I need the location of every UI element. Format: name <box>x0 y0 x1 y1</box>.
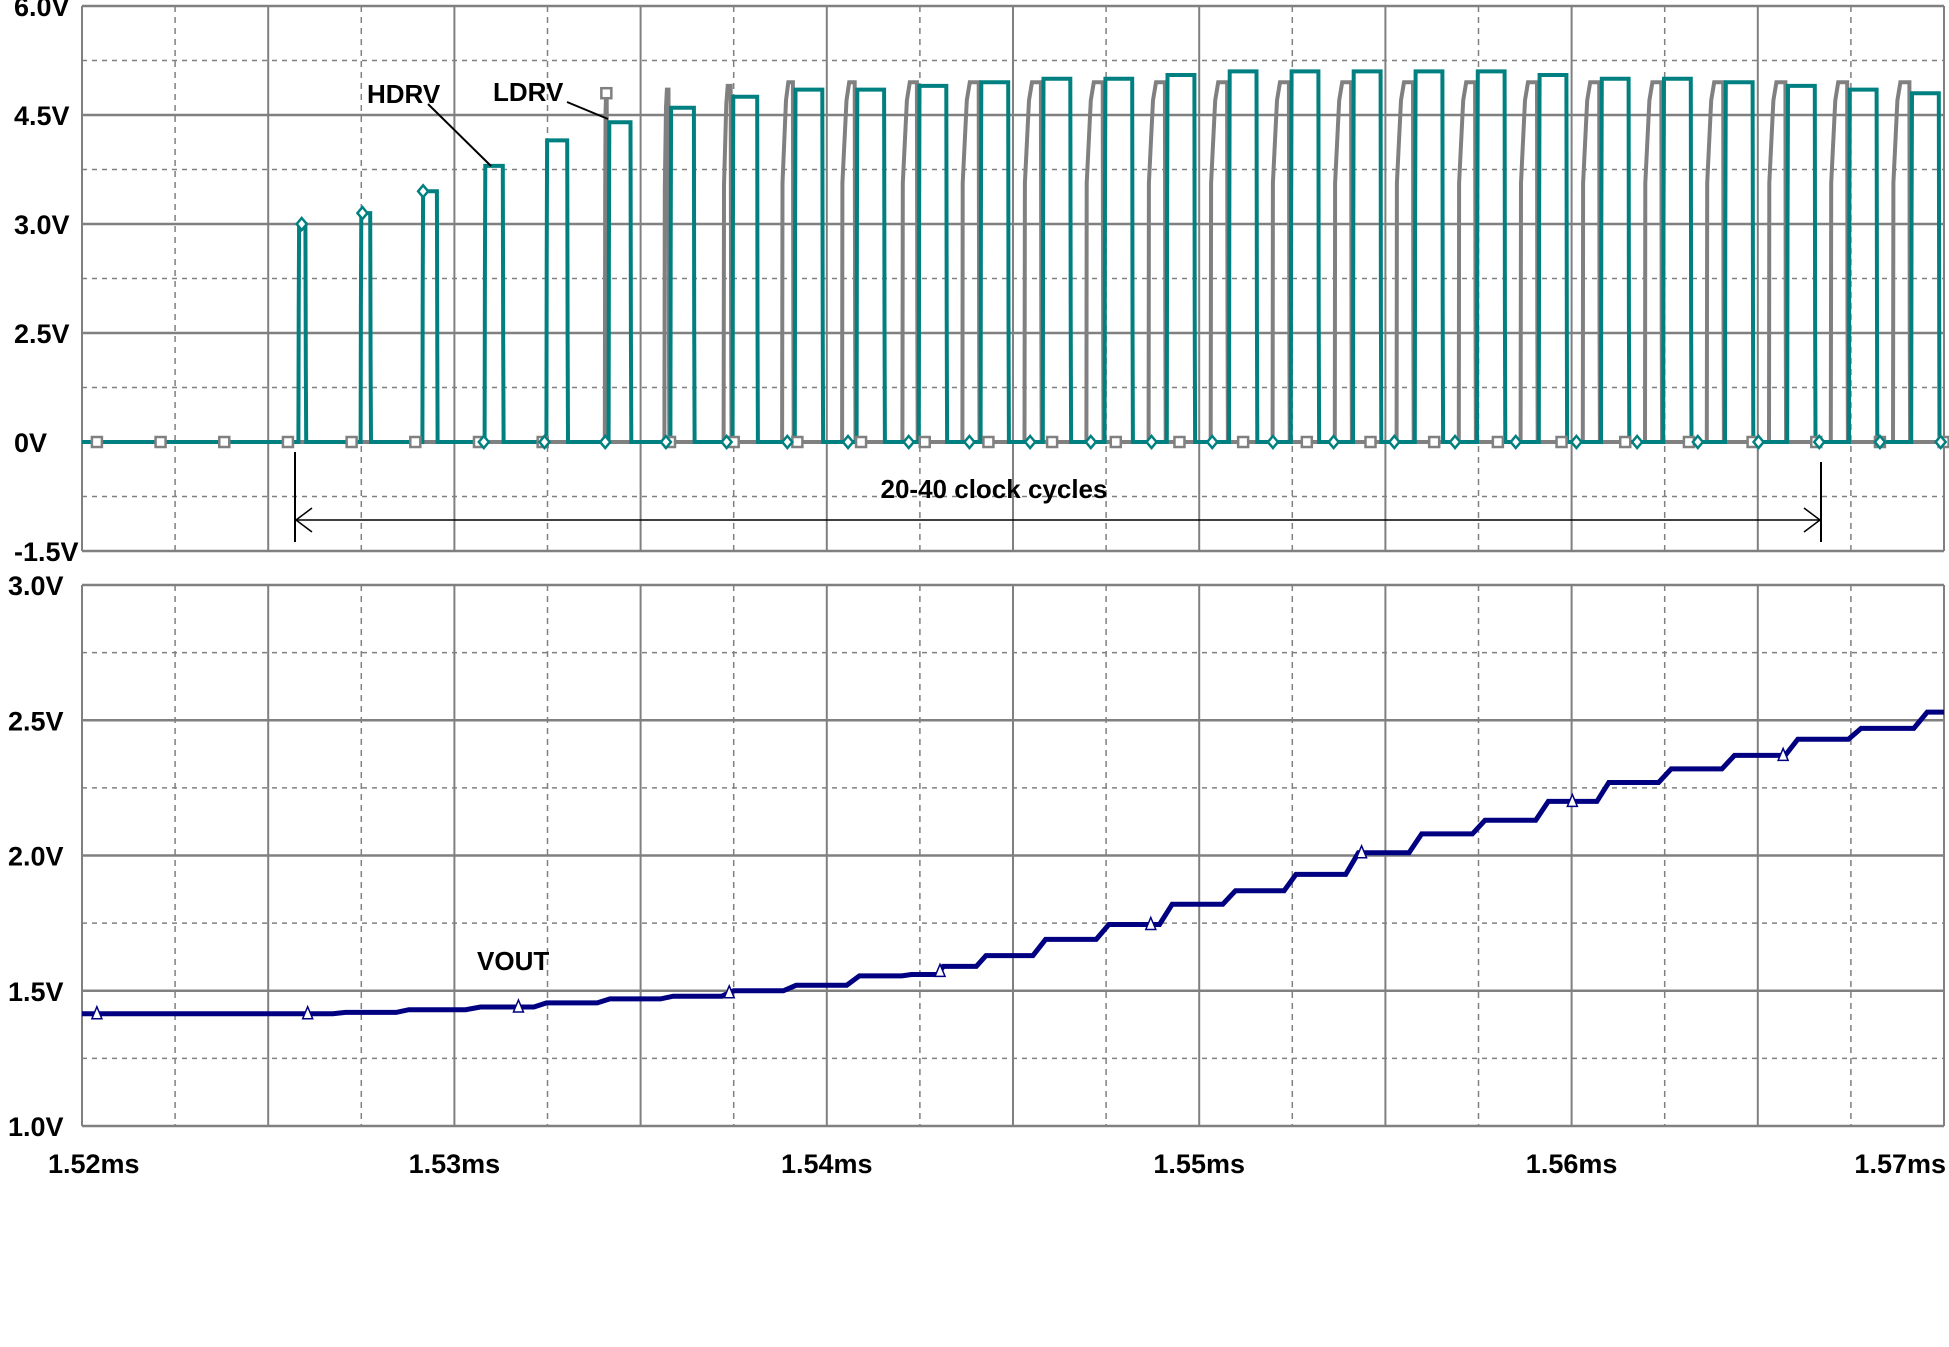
ldrv-square-marker <box>982 435 995 449</box>
y-tick-label: 4.5V <box>14 101 70 131</box>
y-tick-label: 3.0V <box>8 571 64 601</box>
hdrv-diamond-marker <box>1266 434 1280 450</box>
y-tick-label: 3.0V <box>14 210 70 240</box>
y-tick-label: -1.5V <box>14 537 79 567</box>
x-tick-label: 1.55ms <box>1153 1149 1245 1179</box>
ldrv-square-marker <box>345 435 358 449</box>
ldrv-square-marker <box>600 86 613 100</box>
hdrv-diamond-marker <box>1205 434 1219 450</box>
y-tick-label: 1.5V <box>8 977 64 1007</box>
hdrv-diamond-marker <box>1144 434 1159 450</box>
x-tick-label: 1.53ms <box>409 1149 501 1179</box>
hdrv-trace <box>82 69 1944 444</box>
ldrv-square-marker <box>1364 435 1377 449</box>
hdrv-diamond-marker <box>659 434 673 450</box>
hdrv-leader-line <box>427 103 492 167</box>
y-tick-label: 2.0V <box>8 842 64 872</box>
ldrv-square-marker <box>409 435 422 449</box>
ldrv-square-marker <box>1236 435 1250 449</box>
ldrv-square-marker <box>1300 435 1314 449</box>
hdrv-diamond-marker <box>780 434 794 450</box>
hdrv-diamond-marker <box>598 434 612 450</box>
axis-labels: 6.0V 4.5V 3.0V 2.5V 0V -1.5V 3.0V 2.5V 2.0V 1.5V 1… <box>8 0 1946 1179</box>
y-tick-label: 2.5V <box>14 319 70 349</box>
ldrv-square-marker <box>1045 435 1059 449</box>
hdrv-diamond-marker <box>902 434 916 450</box>
vout-triangle-marker <box>90 1004 104 1020</box>
vout-trace <box>82 709 1944 1017</box>
vout-triangle-marker <box>1355 843 1368 859</box>
hdrv-diamond-marker <box>1934 434 1948 450</box>
hdrv-diamond-marker <box>1569 434 1584 450</box>
hdrv-diamond-marker <box>355 205 370 222</box>
hdrv-diamond-marker <box>477 434 491 450</box>
hdrv-diamond-marker <box>962 434 977 450</box>
hdrv-diamond-marker <box>1873 434 1887 450</box>
hdrv-diamond-marker <box>1448 434 1462 450</box>
ldrv-square-marker <box>90 435 104 449</box>
ldrv-square-marker <box>1109 435 1123 449</box>
ldrv-square-marker <box>1427 435 1441 449</box>
hdrv-diamond-marker <box>1812 434 1826 450</box>
vout-triangle-marker <box>1776 746 1790 762</box>
ldrv-square-marker <box>281 435 295 449</box>
hdrv-diamond-marker <box>295 216 309 232</box>
ldrv-label: LDRV <box>493 77 564 107</box>
hdrv-diamond-marker <box>1387 434 1401 450</box>
hdrv-diamond-marker <box>1691 434 1705 450</box>
hdrv-diamond-marker <box>1023 434 1037 450</box>
ldrv-square-marker <box>918 435 931 449</box>
hdrv-diamond-marker <box>1630 434 1644 450</box>
vout-triangle-marker <box>301 1004 314 1020</box>
ldrv-square-marker <box>1491 435 1505 449</box>
ldrv-square-marker <box>1618 435 1632 449</box>
bottom-plot-grid <box>81 583 1945 1128</box>
bottom-plot-traces <box>82 709 1944 1020</box>
x-tick-label: 1.54ms <box>781 1149 873 1179</box>
hdrv-diamond-marker <box>1327 434 1341 450</box>
hdrv-diamond-marker <box>1751 434 1766 450</box>
y-tick-label: 2.5V <box>8 706 64 736</box>
ldrv-square-marker <box>218 435 231 449</box>
vout-triangle-marker <box>512 998 525 1013</box>
ldrv-square-marker <box>854 435 868 449</box>
vout-triangle-marker <box>723 983 736 999</box>
vout-triangle-marker <box>933 962 947 978</box>
vout-triangle-marker <box>1144 915 1157 931</box>
vout-label: VOUT <box>477 946 549 976</box>
x-tick-label: 1.56ms <box>1526 1149 1618 1179</box>
hdrv-diamond-marker <box>719 434 734 450</box>
ldrv-square-marker <box>1173 435 1186 449</box>
top-plot-traces <box>82 69 1949 450</box>
x-tick-label: 1.52ms <box>48 1149 140 1179</box>
ldrv-square-marker <box>154 435 167 449</box>
y-tick-label: 1.0V <box>8 1112 64 1142</box>
x-tick-label: 1.57ms <box>1854 1149 1946 1179</box>
hdrv-diamond-marker <box>537 434 552 450</box>
vout-triangle-marker <box>1566 792 1579 808</box>
ldrv-leader-line <box>566 101 609 120</box>
ldrv-square-marker <box>1555 435 1568 449</box>
clock-cycles-label: 20-40 clock cycles <box>881 474 1108 504</box>
hdrv-diamond-marker <box>1084 434 1098 450</box>
y-tick-label: 0V <box>14 428 47 458</box>
ldrv-trace <box>82 80 1944 444</box>
clock-cycles-span-arrow <box>294 452 1822 542</box>
y-tick-label: 6.0V <box>14 0 70 22</box>
hdrv-diamond-marker <box>1509 434 1523 450</box>
hdrv-diamond-marker <box>416 183 430 200</box>
hdrv-diamond-marker <box>841 434 855 450</box>
